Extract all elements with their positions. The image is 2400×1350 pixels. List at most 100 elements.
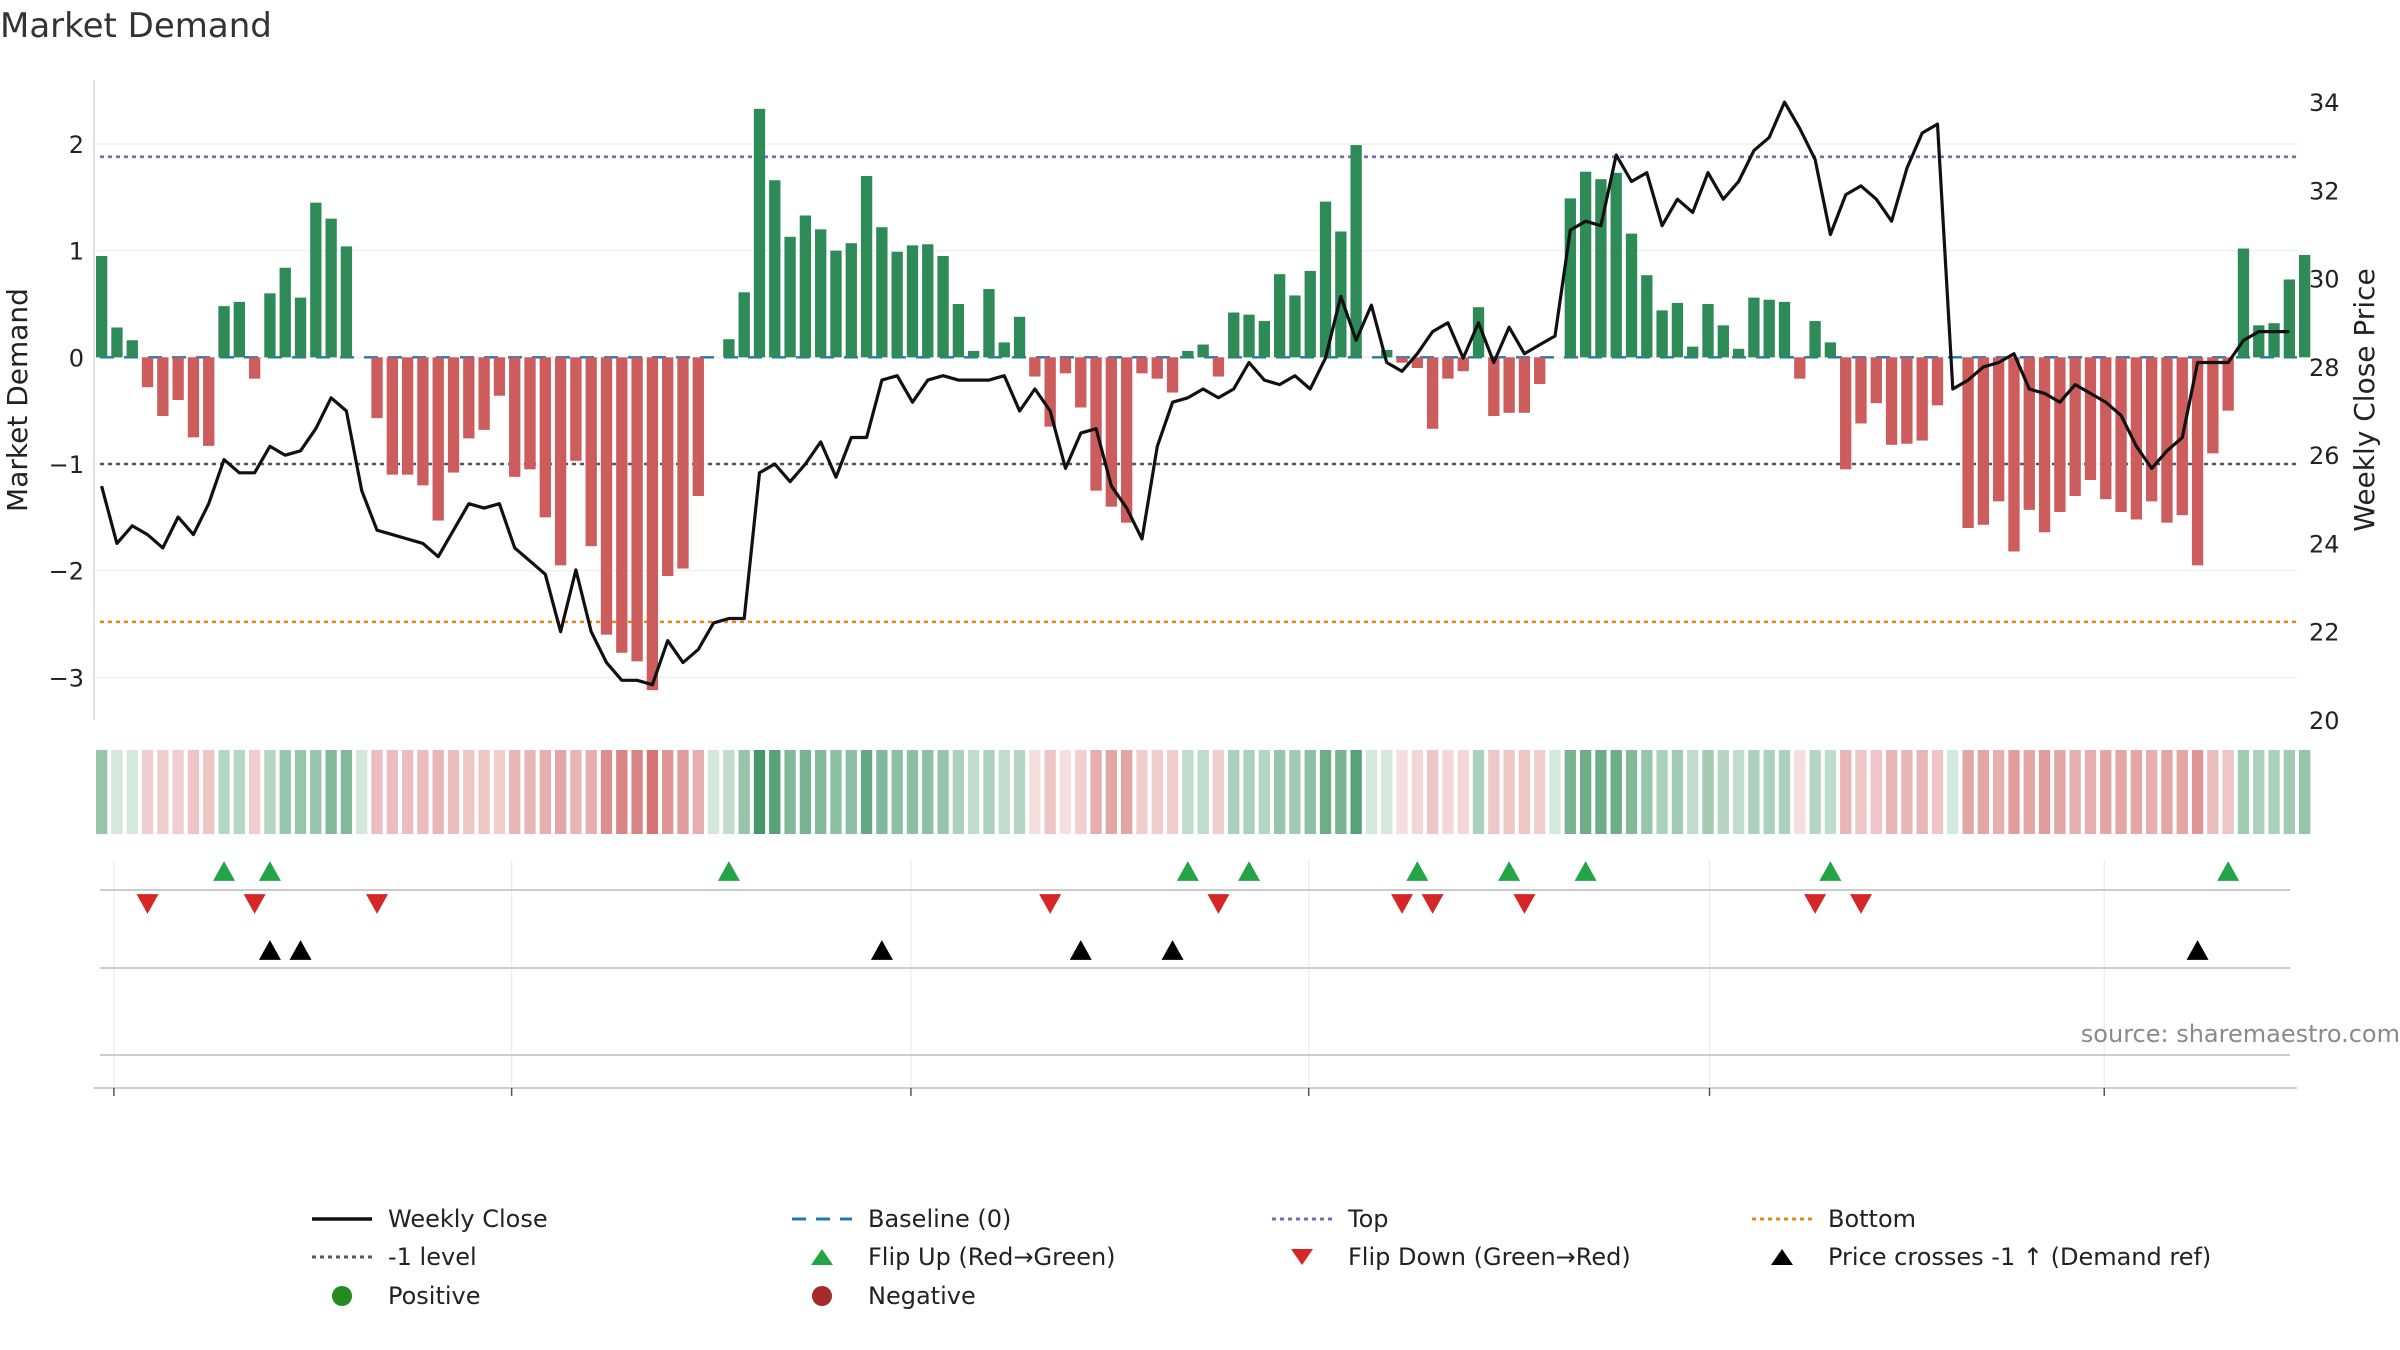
- demand-bar: [2084, 357, 2097, 480]
- intensity-cell: [1120, 750, 1133, 834]
- demand-bar: [1518, 357, 1531, 413]
- intensity-cell: [1243, 750, 1255, 834]
- demand-bar: [1870, 357, 1882, 404]
- intensity-cell: [1289, 750, 1301, 834]
- intensity-cell: [2054, 750, 2066, 834]
- demand-bar: [432, 357, 444, 521]
- weekly-close-line: [100, 100, 2290, 687]
- y-tick-label: −2: [49, 558, 84, 586]
- intensity-cell: [600, 750, 613, 834]
- demand-bar: [1625, 233, 1638, 358]
- flip-down-marker: [1207, 894, 1230, 914]
- intensity-cell: [1136, 750, 1148, 834]
- demand-bar: [1901, 357, 1913, 444]
- flip-up-marker: [2217, 861, 2240, 881]
- demand-bar: [1579, 171, 1592, 358]
- demand-bar: [1763, 299, 1775, 358]
- legend-label: Negative: [868, 1282, 976, 1310]
- demand-bar: [1151, 357, 1163, 379]
- demand-bar: [187, 357, 200, 438]
- demand-bar: [891, 251, 903, 358]
- demand-bar: [1013, 316, 1026, 358]
- demand-bar: [662, 357, 674, 576]
- y2-tick-label: 20: [2309, 707, 2340, 735]
- demand-bar: [493, 357, 506, 396]
- demand-bar: [968, 350, 980, 358]
- demand-bar: [1258, 321, 1271, 358]
- intensity-cell: [386, 750, 398, 834]
- demand-bar: [1212, 357, 1225, 377]
- demand-bar: [845, 243, 857, 358]
- demand-bar: [1105, 357, 1118, 507]
- y2-tick-label: 24: [2309, 530, 2340, 558]
- intensity-cell: [937, 750, 949, 834]
- y2-axis-label: Weekly Close Price: [2348, 268, 2381, 531]
- demand-bar: [478, 357, 490, 430]
- intensity-cell: [1916, 750, 1928, 834]
- intensity-cell: [1472, 750, 1485, 834]
- legend-symbol-dot-red: [812, 1286, 832, 1306]
- intensity-cell: [218, 750, 230, 834]
- demand-bar: [769, 180, 781, 358]
- demand-bar: [1228, 312, 1240, 358]
- demand-bar: [2298, 254, 2311, 358]
- axes: 210−1−2−33432302826242220Jan 2023Jul 202…: [49, 80, 2340, 1096]
- intensity-cell: [1411, 750, 1423, 834]
- flip-down-marker: [1513, 894, 1536, 914]
- intensity-cell: [1687, 750, 1699, 834]
- legend-symbol-line: [312, 1217, 372, 1221]
- intensity-cell: [646, 750, 659, 834]
- demand-bar: [1534, 357, 1546, 384]
- demand-bar: [447, 357, 460, 473]
- intensity-cell: [983, 750, 995, 834]
- demand-bar: [616, 357, 628, 653]
- intensity-cell: [2176, 750, 2188, 834]
- flip-down-marker: [1421, 894, 1444, 914]
- intensity-cell: [1732, 750, 1745, 834]
- demand-bar: [218, 306, 230, 358]
- intensity-cell: [692, 750, 704, 834]
- intensity-cell: [310, 750, 322, 834]
- intensity-cell: [677, 750, 689, 834]
- intensity-cell: [2283, 750, 2296, 834]
- demand-bar: [1304, 270, 1316, 358]
- flip-down-marker: [366, 894, 389, 914]
- y-tick-label: −1: [49, 451, 84, 479]
- flip-up-marker: [1406, 861, 1429, 881]
- intensity-cell: [1809, 750, 1821, 834]
- intensity-cell: [1885, 750, 1898, 834]
- legend-item-flip-up: Flip Up (Red→Green): [790, 1243, 1116, 1271]
- weekly-close-series: [100, 100, 2290, 687]
- legend-label: Flip Down (Green→Red): [1348, 1243, 1631, 1271]
- intensity-cell: [325, 750, 337, 834]
- intensity-cell: [1993, 750, 2005, 834]
- demand-bar: [233, 301, 245, 358]
- demand-bar: [1931, 357, 1944, 406]
- intensity-cell: [401, 750, 414, 834]
- demand-bar: [1702, 304, 1714, 358]
- demand-bar: [1442, 357, 1454, 379]
- demand-bar: [1717, 325, 1729, 358]
- demand-bar: [2283, 279, 2296, 358]
- intensity-cell: [1564, 750, 1576, 834]
- legend-symbol-dot-bottom: [1752, 1217, 1812, 1221]
- demand-bar: [310, 202, 322, 358]
- demand-bar: [554, 357, 567, 566]
- demand-bar: [753, 108, 766, 358]
- legend-label: -1 level: [388, 1243, 477, 1271]
- intensity-cell: [1304, 750, 1316, 834]
- y-tick-label: 0: [69, 344, 84, 372]
- intensity-cell: [1426, 750, 1439, 834]
- legend-item-positive: Positive: [310, 1282, 481, 1310]
- y2-tick-label: 32: [2309, 177, 2340, 205]
- demand-bar: [2008, 357, 2020, 552]
- demand-bar: [2191, 357, 2204, 566]
- demand-bar: [1962, 357, 1974, 528]
- intensity-cell: [2207, 750, 2219, 834]
- legend-label: Price crosses -1 ↑ (Demand ref): [1828, 1243, 2212, 1271]
- legend-label: Bottom: [1828, 1205, 1917, 1233]
- intensity-cell: [738, 750, 750, 834]
- legend-item-weekly-close: Weekly Close: [310, 1205, 548, 1233]
- demand-bar: [248, 357, 261, 379]
- price-cross-marker: [1069, 940, 1092, 960]
